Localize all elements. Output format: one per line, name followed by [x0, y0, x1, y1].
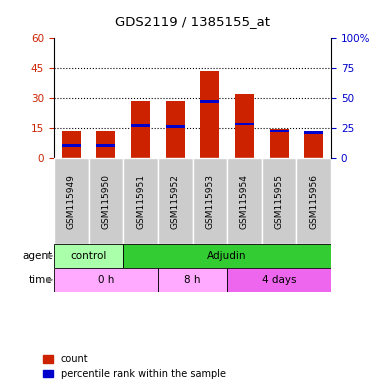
- Bar: [270, 130, 289, 132]
- Text: 0 h: 0 h: [98, 275, 114, 285]
- Bar: [123, 244, 331, 268]
- Text: agent: agent: [22, 251, 52, 261]
- Text: time: time: [28, 275, 52, 285]
- Bar: [54, 244, 123, 268]
- Text: GSM115952: GSM115952: [171, 174, 180, 228]
- Text: GSM115951: GSM115951: [136, 174, 145, 228]
- Legend: count, percentile rank within the sample: count, percentile rank within the sample: [44, 354, 226, 379]
- Bar: [166, 101, 185, 158]
- Bar: [54, 158, 89, 244]
- Text: GSM115949: GSM115949: [67, 174, 76, 228]
- Bar: [200, 100, 219, 103]
- Text: GDS2119 / 1385155_at: GDS2119 / 1385155_at: [115, 15, 270, 28]
- Bar: [304, 133, 323, 158]
- Bar: [227, 268, 331, 292]
- Text: GSM115955: GSM115955: [275, 174, 284, 228]
- Text: Adjudin: Adjudin: [208, 251, 247, 261]
- Text: GSM115956: GSM115956: [309, 174, 318, 228]
- Text: control: control: [70, 251, 107, 261]
- Text: 4 days: 4 days: [262, 275, 296, 285]
- Bar: [89, 158, 123, 244]
- Text: GSM115950: GSM115950: [101, 174, 110, 228]
- Bar: [166, 125, 185, 128]
- Bar: [235, 123, 254, 125]
- Text: 8 h: 8 h: [184, 275, 201, 285]
- Bar: [123, 158, 158, 244]
- Bar: [227, 158, 262, 244]
- Text: GSM115953: GSM115953: [205, 174, 214, 228]
- Bar: [270, 129, 289, 158]
- Bar: [235, 94, 254, 158]
- Bar: [96, 131, 116, 158]
- Bar: [304, 131, 323, 134]
- Bar: [131, 124, 150, 126]
- Bar: [158, 268, 227, 292]
- Bar: [296, 158, 331, 244]
- Bar: [62, 131, 81, 158]
- Bar: [262, 158, 296, 244]
- Bar: [200, 71, 219, 158]
- Bar: [158, 158, 192, 244]
- Bar: [131, 101, 150, 158]
- Bar: [192, 158, 227, 244]
- Text: GSM115954: GSM115954: [240, 174, 249, 228]
- Bar: [54, 268, 158, 292]
- Bar: [96, 144, 116, 147]
- Bar: [62, 144, 81, 147]
